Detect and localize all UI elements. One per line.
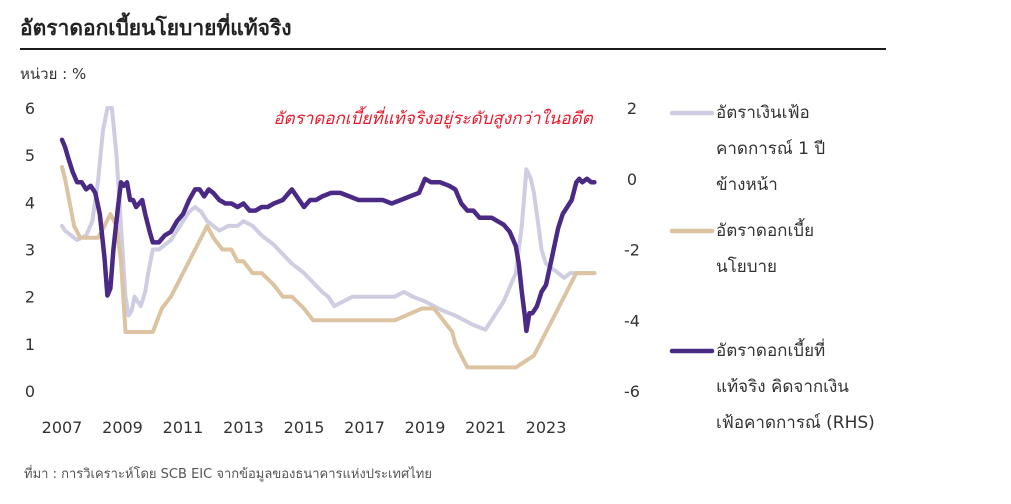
x-tick-label: 2015 — [284, 418, 325, 437]
legend: อัตราเงินเฟ้อคาดการณ์ 1 ปีข้างหน้าอัตราด… — [669, 103, 875, 433]
y-left-tick-label: 5 — [25, 146, 35, 165]
series-line-real — [59, 137, 597, 334]
legend-label-real: อัตราดอกเบี้ยที่ — [716, 338, 825, 361]
x-tick-label: 2007 — [42, 418, 83, 437]
x-tick-label: 2021 — [465, 418, 506, 437]
chart-title: อัตราดอกเบี้ยนโยบายที่แท้จริง — [20, 16, 292, 40]
y-right-tick-label: -4 — [624, 311, 640, 330]
legend-label-real: แท้จริง คิดจากเงิน — [716, 377, 849, 397]
series-line-inflation — [60, 106, 597, 332]
x-tick-label: 2011 — [163, 418, 204, 437]
right-axis: -6 -4 -2 0 2 — [624, 99, 640, 401]
y-left-tick-label: 1 — [25, 335, 35, 354]
x-tick-label: 2019 — [405, 418, 446, 437]
y-right-tick-label: -6 — [624, 382, 640, 401]
y-right-tick-label: 0 — [627, 170, 637, 189]
left-axis: 0 1 2 3 4 5 6 — [25, 99, 35, 401]
y-left-tick-label: 6 — [25, 99, 35, 118]
y-left-tick-label: 3 — [25, 241, 35, 260]
chart-annotation: อัตราดอกเบี้ยที่แท้จริงอยู่ระดับสูงกว่าใ… — [273, 105, 593, 129]
x-tick-label: 2013 — [223, 418, 264, 437]
legend-label-inflation: คาดการณ์ 1 ปี — [716, 139, 825, 159]
x-tick-label: 2009 — [102, 418, 143, 437]
legend-label-policy: อัตราดอกเบี้ย — [716, 218, 814, 241]
y-left-tick-label: 4 — [25, 193, 35, 212]
y-right-tick-label: 2 — [627, 99, 637, 118]
source-note: ที่มา : การวิเคราะห์โดย SCB EIC จากข้อมู… — [24, 467, 432, 482]
title-divider — [20, 48, 886, 50]
unit-label: หน่วย : % — [20, 65, 87, 83]
legend-label-inflation: ข้างหน้า — [716, 175, 778, 195]
series-layer — [59, 106, 597, 370]
legend-label-inflation: อัตราเงินเฟ้อ — [716, 103, 810, 123]
x-tick-label: 2017 — [344, 418, 385, 437]
y-left-tick-label: 2 — [25, 288, 35, 307]
y-right-tick-label: -2 — [624, 241, 640, 260]
legend-label-policy: นโยบาย — [716, 256, 777, 277]
x-tick-label: 2023 — [526, 418, 567, 437]
y-left-tick-label: 0 — [25, 382, 35, 401]
legend-label-real: เฟ้อคาดการณ์ (RHS) — [716, 413, 875, 433]
x-axis: 2007 2009 2011 2013 2015 2017 2019 2021 2023 — [42, 418, 567, 437]
